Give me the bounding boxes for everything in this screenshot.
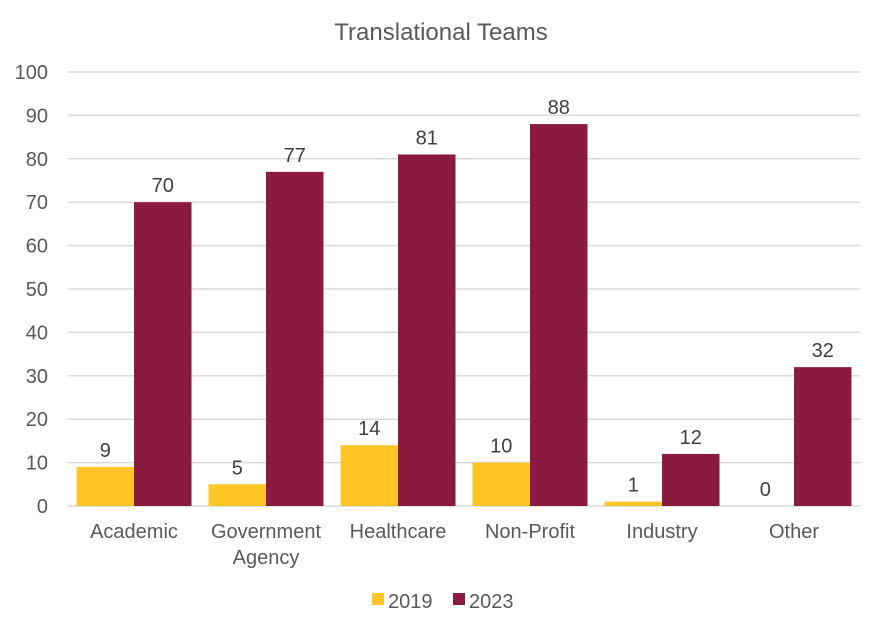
x-category-label: Industry — [626, 521, 697, 543]
bar-2023-4 — [662, 453, 720, 506]
data-label-2023-3: 88 — [548, 97, 570, 119]
y-tick-label: 10 — [26, 453, 48, 475]
y-tick-label: 100 — [15, 62, 48, 84]
x-category-label: Government Agency — [211, 521, 321, 569]
data-label-2023-1: 77 — [284, 145, 306, 167]
x-category-label: Non-Profit — [485, 521, 575, 543]
bar-2023-0 — [134, 202, 192, 506]
data-label-2023-0: 70 — [152, 175, 174, 197]
data-label-2023-4: 12 — [680, 427, 702, 449]
data-label-2019-0: 9 — [100, 440, 111, 462]
chart-title: Translational Teams — [334, 19, 547, 46]
y-axis: 0 10 20 30 40 50 60 70 80 90 100 — [15, 62, 48, 518]
data-label-2019-1: 5 — [232, 457, 243, 479]
legend-label-2023: 2023 — [469, 591, 514, 613]
y-tick-label: 90 — [26, 105, 48, 127]
data-label-2023-5: 32 — [812, 340, 834, 362]
data-label-2019-2: 14 — [358, 418, 380, 440]
x-category-label: Other — [769, 521, 819, 543]
x-category-label: Academic — [90, 521, 178, 543]
data-label-2023-2: 81 — [416, 127, 438, 149]
bar-2019-2 — [340, 445, 398, 506]
bar-2019-3 — [472, 462, 530, 506]
y-tick-label: 0 — [37, 496, 48, 518]
legend-swatch-2023 — [453, 593, 465, 605]
x-category-label: Healthcare — [350, 521, 447, 543]
y-tick-label: 50 — [26, 279, 48, 301]
y-tick-label: 40 — [26, 322, 48, 344]
data-label-2019-3: 10 — [490, 436, 512, 458]
bars — [76, 124, 852, 506]
bar-2019-0 — [76, 466, 134, 506]
y-tick-label: 20 — [26, 409, 48, 431]
y-tick-label: 30 — [26, 366, 48, 388]
legend: 2019 2023 — [372, 591, 514, 613]
y-tick-label: 60 — [26, 236, 48, 258]
bar-2023-3 — [530, 124, 588, 506]
legend-swatch-2019 — [372, 593, 384, 605]
bar-2023-5 — [794, 367, 852, 506]
data-label-2019-4: 1 — [628, 475, 639, 497]
bar-2023-2 — [398, 154, 456, 506]
bar-2019-1 — [208, 484, 266, 506]
x-axis: Academic Government Agency Healthcare Non-Pr… — [90, 521, 819, 569]
legend-label-2019: 2019 — [388, 591, 433, 613]
bar-2023-1 — [266, 171, 324, 506]
grid — [68, 71, 860, 507]
y-tick-label: 80 — [26, 149, 48, 171]
y-tick-label: 70 — [26, 192, 48, 214]
bar-2019-4 — [604, 501, 662, 506]
data-label-2019-5: 0 — [760, 479, 771, 501]
